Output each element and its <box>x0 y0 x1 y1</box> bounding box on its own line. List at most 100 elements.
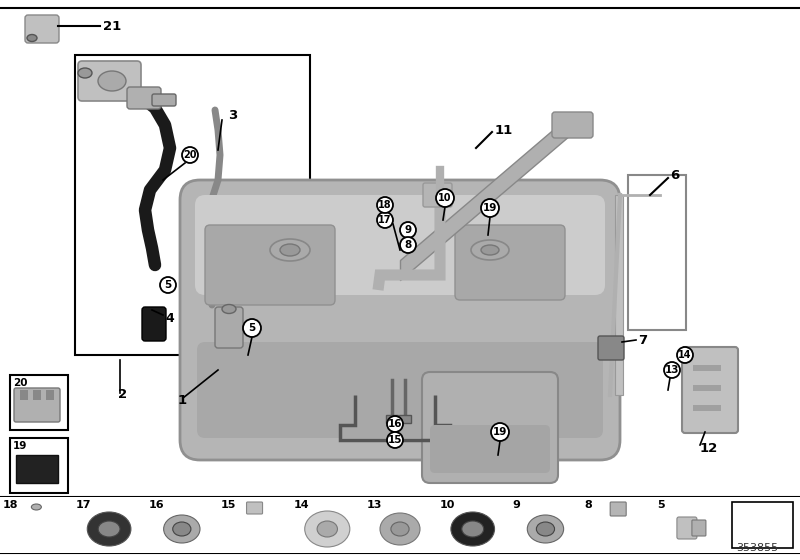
Circle shape <box>160 277 176 293</box>
Ellipse shape <box>317 521 338 537</box>
Ellipse shape <box>380 513 420 545</box>
Circle shape <box>400 222 416 238</box>
FancyBboxPatch shape <box>78 61 141 101</box>
FancyBboxPatch shape <box>197 342 603 438</box>
Text: 16: 16 <box>149 500 164 510</box>
Circle shape <box>664 362 680 378</box>
Bar <box>10 438 68 493</box>
Ellipse shape <box>98 521 120 537</box>
Text: 13: 13 <box>366 500 382 510</box>
Bar <box>10 375 68 430</box>
Text: 353855: 353855 <box>736 543 778 553</box>
Text: 18: 18 <box>3 500 18 510</box>
Circle shape <box>387 432 403 448</box>
Bar <box>615 195 623 395</box>
FancyBboxPatch shape <box>205 225 335 305</box>
Text: 15: 15 <box>221 500 237 510</box>
Text: 5: 5 <box>164 280 172 290</box>
Text: 10: 10 <box>439 500 454 510</box>
Bar <box>46 390 54 400</box>
FancyBboxPatch shape <box>682 347 738 433</box>
Text: 13: 13 <box>665 365 679 375</box>
Circle shape <box>377 212 393 228</box>
Bar <box>0 497 800 553</box>
Circle shape <box>387 416 403 432</box>
Text: 18: 18 <box>378 200 392 210</box>
Text: 14: 14 <box>678 350 692 360</box>
Ellipse shape <box>527 515 564 543</box>
Ellipse shape <box>98 71 126 91</box>
Text: 2: 2 <box>118 389 127 402</box>
Ellipse shape <box>391 522 409 536</box>
Text: 1: 1 <box>178 394 187 407</box>
Text: 21: 21 <box>103 20 122 32</box>
Text: 12: 12 <box>700 441 718 455</box>
FancyBboxPatch shape <box>142 307 166 341</box>
Text: 10: 10 <box>438 193 452 203</box>
Ellipse shape <box>222 305 236 314</box>
Ellipse shape <box>78 68 92 78</box>
FancyBboxPatch shape <box>195 195 605 295</box>
Bar <box>75 55 310 355</box>
Text: 5: 5 <box>658 500 665 510</box>
Ellipse shape <box>481 245 499 255</box>
Ellipse shape <box>280 244 300 256</box>
Ellipse shape <box>536 522 554 536</box>
Circle shape <box>677 347 693 363</box>
Ellipse shape <box>471 240 509 260</box>
Circle shape <box>400 237 416 253</box>
FancyBboxPatch shape <box>552 112 593 138</box>
FancyBboxPatch shape <box>215 307 243 348</box>
FancyBboxPatch shape <box>610 502 626 516</box>
Bar <box>399 415 411 423</box>
Bar <box>33 390 41 400</box>
Circle shape <box>491 423 509 441</box>
Text: 7: 7 <box>638 334 647 347</box>
Ellipse shape <box>27 35 37 41</box>
FancyBboxPatch shape <box>152 94 176 106</box>
Text: 17: 17 <box>378 215 392 225</box>
Bar <box>693 405 721 411</box>
Text: 20: 20 <box>183 150 197 160</box>
Text: 16: 16 <box>388 419 402 429</box>
Ellipse shape <box>87 512 131 546</box>
Bar <box>16 455 58 483</box>
Ellipse shape <box>31 504 42 510</box>
Ellipse shape <box>451 512 494 546</box>
FancyBboxPatch shape <box>422 372 558 483</box>
Text: 8: 8 <box>585 500 593 510</box>
Ellipse shape <box>164 515 200 543</box>
Text: 20: 20 <box>13 378 27 388</box>
FancyBboxPatch shape <box>677 517 697 539</box>
Circle shape <box>243 319 261 337</box>
Text: 19: 19 <box>493 427 507 437</box>
FancyBboxPatch shape <box>14 388 60 422</box>
Ellipse shape <box>173 522 191 536</box>
Bar <box>732 502 793 548</box>
Ellipse shape <box>462 521 484 537</box>
Text: 6: 6 <box>670 169 679 181</box>
FancyBboxPatch shape <box>180 180 620 460</box>
Ellipse shape <box>305 511 350 547</box>
Ellipse shape <box>270 239 310 261</box>
Text: 5: 5 <box>248 323 256 333</box>
Circle shape <box>436 189 454 207</box>
FancyBboxPatch shape <box>598 336 624 360</box>
Circle shape <box>481 199 499 217</box>
Bar <box>693 385 721 391</box>
Text: 9: 9 <box>405 225 411 235</box>
FancyBboxPatch shape <box>127 87 161 109</box>
Text: 3: 3 <box>228 109 238 122</box>
Text: 17: 17 <box>76 500 91 510</box>
Text: 8: 8 <box>404 240 412 250</box>
FancyBboxPatch shape <box>455 225 565 300</box>
FancyBboxPatch shape <box>430 425 550 473</box>
Text: 11: 11 <box>495 124 514 137</box>
Bar <box>20 390 28 400</box>
Circle shape <box>377 197 393 213</box>
FancyBboxPatch shape <box>692 520 706 536</box>
Text: 19: 19 <box>483 203 497 213</box>
Text: 9: 9 <box>512 500 520 510</box>
Text: 19: 19 <box>13 441 27 451</box>
FancyBboxPatch shape <box>25 15 59 43</box>
